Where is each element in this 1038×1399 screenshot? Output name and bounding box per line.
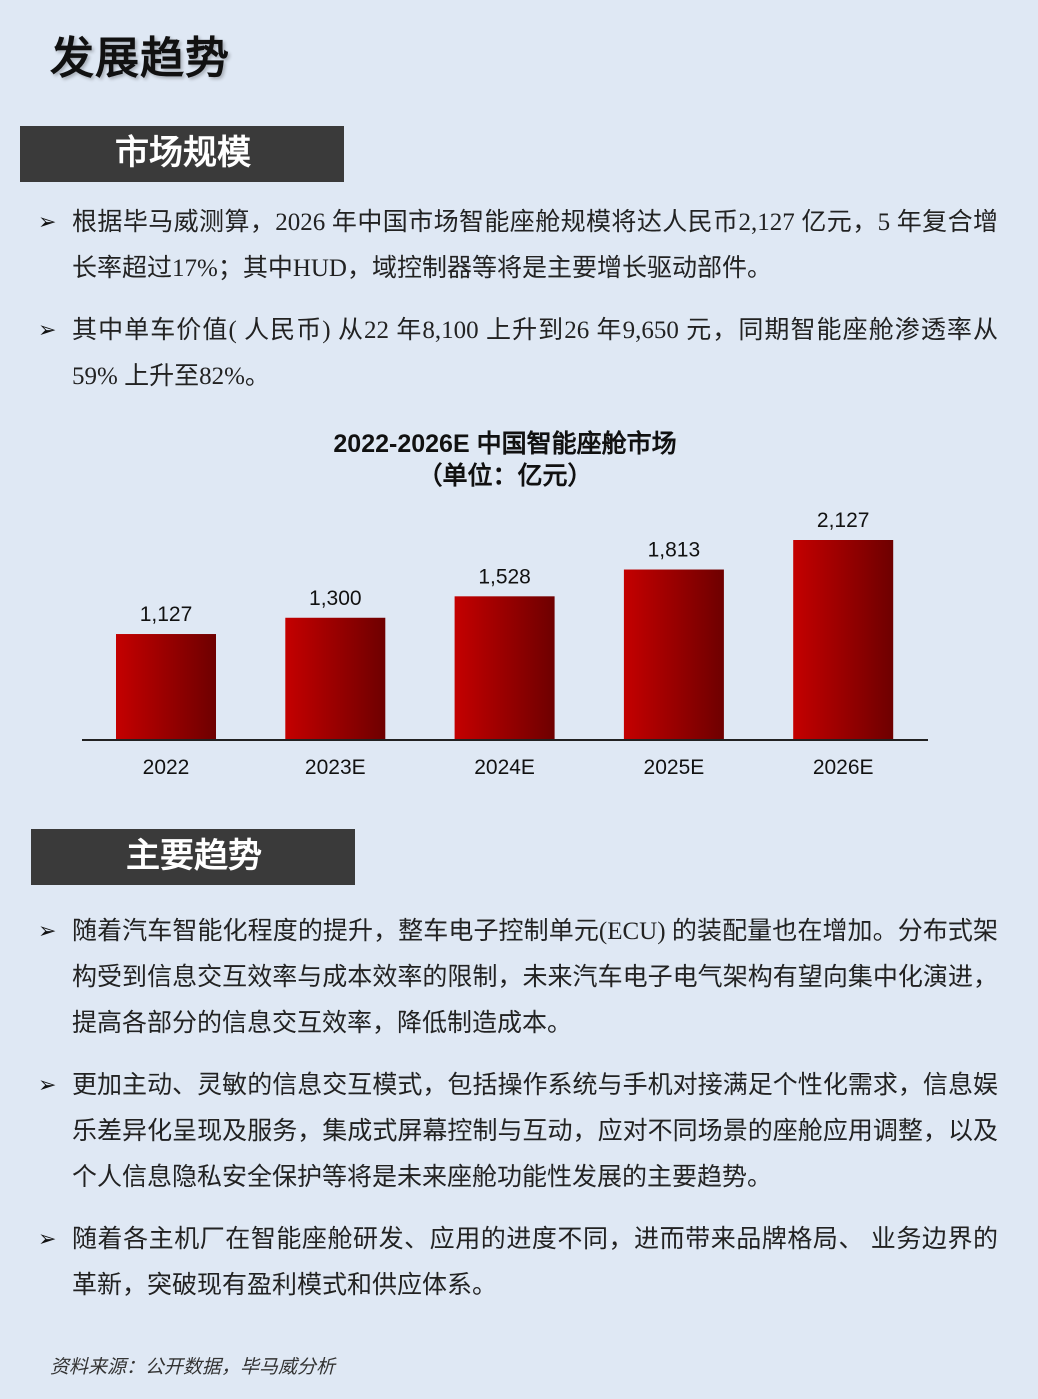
market-section-label: 市场规模 [115,135,251,172]
trends-bullet-3-text: 随着各主机厂在智能座舱研发、应用的进度不同，进而带来品牌格局、 业务边界的革新，… [72,1226,998,1299]
x-tick-label: 2024E [474,756,535,779]
bar-value-label: 1,127 [140,603,193,626]
trends-bullets: ➢ 随着汽车智能化程度的提升，整车电子控制单元(ECU) 的装配量也在增加。分布… [38,909,998,1309]
bar-2026E [793,540,894,740]
chart-title: 2022-2026E 中国智能座舱市场 [333,430,677,458]
market-bullet-1: ➢ 根据毕马威测算，2026 年中国市场智能座舱规模将达人民币2,127 亿元，… [38,200,998,292]
arrow-bullet-icon: ➢ [38,919,57,944]
trends-bullet-3: ➢ 随着各主机厂在智能座舱研发、应用的进度不同，进而带来品牌格局、 业务边界的革… [38,1217,998,1309]
market-bullet-1-text: 根据毕马威测算，2026 年中国市场智能座舱规模将达人民币2,127 亿元，5 … [72,209,998,282]
trends-bullet-1-text: 随着汽车智能化程度的提升，整车电子控制单元(ECU) 的装配量也在增加。分布式架… [72,918,998,1037]
trends-bullet-2: ➢ 更加主动、灵敏的信息交互模式，包括操作系统与手机对接满足个性化需求，信息娱乐… [38,1063,998,1201]
x-tick-label: 2025E [644,756,705,779]
bar-value-label: 1,813 [648,539,701,562]
footer-source: 资料来源：公开数据，毕马威分析 [50,1357,336,1378]
chart-subtitle: （单位：亿元） [417,462,593,490]
market-section-header: 市场规模 [20,126,344,182]
market-bar-chart: 1,127 1,300 1,528 1,813 2,127 2022 2023E 2024E… [82,509,928,779]
x-tick-label: 2026E [813,756,874,779]
trends-section-label: 主要趋势 [126,838,262,875]
trends-bullet-1: ➢ 随着汽车智能化程度的提升，整车电子控制单元(ECU) 的装配量也在增加。分布… [38,909,998,1047]
x-tick-label: 2023E [305,756,366,779]
arrow-bullet-icon: ➢ [38,318,57,343]
bar-2025E [623,569,724,740]
trends-bullet-2-text: 更加主动、灵敏的信息交互模式，包括操作系统与手机对接满足个性化需求，信息娱乐差异… [72,1072,998,1191]
x-tick-label: 2022 [143,756,190,779]
bar-2023E [285,617,386,740]
arrow-bullet-icon: ➢ [38,1227,57,1252]
trends-section-header: 主要趋势 [31,829,355,885]
arrow-bullet-icon: ➢ [38,210,57,235]
bar-value-label: 1,300 [309,587,362,610]
bar-2024E [454,596,555,740]
bar-2022 [116,634,216,740]
bar-value-label: 2,127 [817,509,870,532]
bar-value-label: 1,528 [478,565,531,588]
page-title: 发展趋势 [50,34,230,83]
arrow-bullet-icon: ➢ [38,1073,57,1098]
market-bullet-2-text: 其中单车价值( 人民币) 从22 年8,100 上升到26 年9,650 元，同… [72,317,998,390]
market-bullet-2: ➢ 其中单车价值( 人民币) 从22 年8,100 上升到26 年9,650 元… [38,308,998,400]
market-bullets: ➢ 根据毕马威测算，2026 年中国市场智能座舱规模将达人民币2,127 亿元，… [38,200,998,400]
